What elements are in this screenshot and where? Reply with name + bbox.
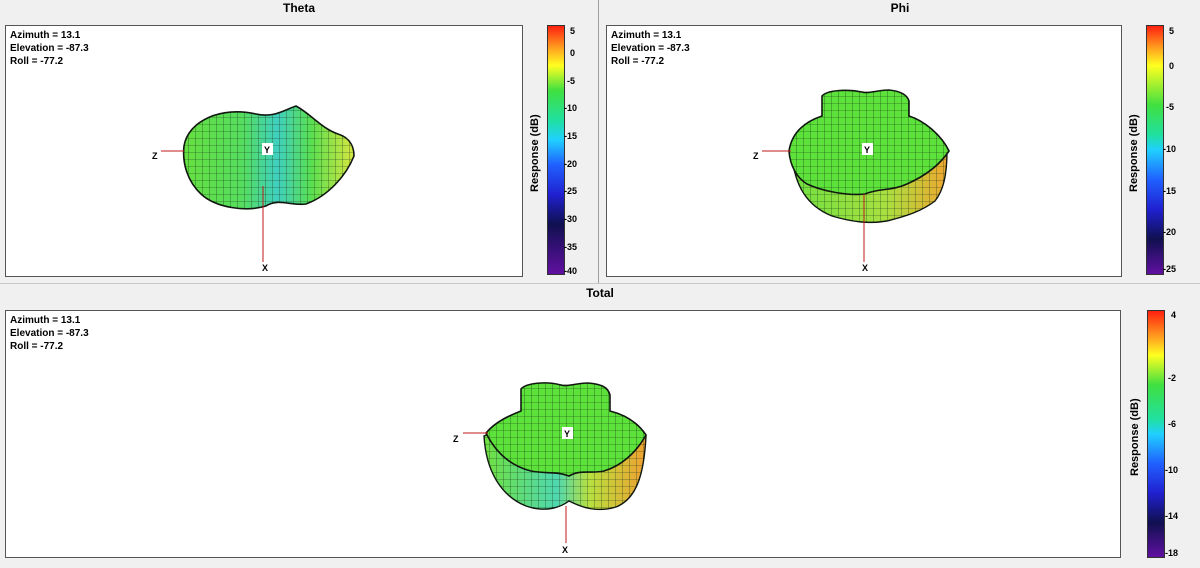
vertical-divider [598,0,599,284]
phi-panel: Phi Azimuth = 13.1 Elevation = -87.3 Rol… [600,0,1200,284]
total-axis-z-label: Z [453,434,459,444]
horizontal-divider [0,283,1200,284]
theta-elevation-label: Elevation = -87.3 [10,43,89,54]
total-tick-3: -10 [1165,465,1179,475]
total-panel: Total Azimuth = 13.1 Elevation = -87.3 R… [0,284,1200,568]
total-tick-0: 4 [1171,310,1177,320]
total-surface [483,382,647,511]
theta-tick-3: -10 [564,103,578,113]
theta-axis-x-label: X [262,263,268,273]
theta-3d-pattern: Y Z X [152,105,355,273]
theta-tick-6: -25 [564,186,578,196]
theta-colorbar [547,25,565,275]
theta-panel: Theta Azimuth = 13.1 Elevation = -87.3 R… [0,0,598,284]
phi-tick-0: 5 [1169,26,1175,36]
phi-roll-label: Roll = -77.2 [611,56,665,67]
total-roll-label: Roll = -77.2 [10,341,64,352]
phi-view-info: Azimuth = 13.1 Elevation = -87.3 Roll = … [611,29,690,68]
phi-colorbar-label: Response (dB) [1128,114,1140,192]
theta-tick-4: -15 [564,131,578,141]
theta-azimuth-label: Azimuth = 13.1 [10,30,81,41]
phi-tick-6: -25 [1163,264,1177,274]
theta-tick-1: 0 [570,48,576,58]
theta-colorbar-label: Response (dB) [529,114,541,192]
theta-tick-7: -30 [564,214,578,224]
total-tick-1: -2 [1168,373,1177,383]
theta-tick-0: 5 [570,26,576,36]
theta-tick-8: -35 [564,242,578,252]
phi-title: Phi [890,1,910,15]
theta-plot-area[interactable]: Azimuth = 13.1 Elevation = -87.3 Roll = … [5,25,523,277]
phi-axis-x-label: X [862,263,868,273]
total-plot-area[interactable]: Azimuth = 13.1 Elevation = -87.3 Roll = … [5,310,1121,558]
total-axes: Y Z X [453,427,573,555]
total-azimuth-label: Azimuth = 13.1 [10,315,81,326]
total-colorbar [1147,310,1165,558]
theta-tick-9: -40 [564,266,578,276]
phi-axis-y-label: Y [864,145,870,155]
total-title: Total [586,286,614,300]
theta-tick-2: -5 [567,76,576,86]
theta-roll-label: Roll = -77.2 [10,56,64,67]
total-axis-y-label: Y [564,429,570,439]
phi-tick-1: 0 [1169,61,1175,71]
total-view-info: Azimuth = 13.1 Elevation = -87.3 Roll = … [10,314,89,353]
total-colorbar-label: Response (dB) [1129,398,1141,476]
theta-axes: Y Z X [152,143,273,273]
phi-tick-2: -5 [1166,102,1175,112]
phi-axes: Y Z X [753,143,873,273]
theta-axis-y-label: Y [264,145,270,155]
theta-view-info: Azimuth = 13.1 Elevation = -87.3 Roll = … [10,29,89,68]
total-elevation-label: Elevation = -87.3 [10,328,89,339]
total-tick-4: -14 [1165,511,1179,521]
theta-axis-z-label: Z [152,151,158,161]
total-axis-x-label: X [562,545,568,555]
phi-axis-z-label: Z [753,151,759,161]
theta-surface [182,105,355,210]
phi-azimuth-label: Azimuth = 13.1 [611,30,682,41]
phi-3d-pattern: Y Z X [753,89,950,273]
total-tick-2: -6 [1168,419,1177,429]
phi-surface [788,89,950,224]
theta-tick-5: -20 [564,159,578,169]
phi-tick-3: -10 [1163,144,1177,154]
phi-colorbar [1146,25,1164,275]
theta-title: Theta [282,1,315,15]
total-3d-pattern: Y Z X [453,382,647,555]
total-tick-5: -18 [1165,548,1179,558]
phi-plot-area[interactable]: Azimuth = 13.1 Elevation = -87.3 Roll = … [606,25,1122,277]
phi-elevation-label: Elevation = -87.3 [611,43,690,54]
phi-tick-4: -15 [1163,186,1177,196]
phi-tick-5: -20 [1163,227,1177,237]
